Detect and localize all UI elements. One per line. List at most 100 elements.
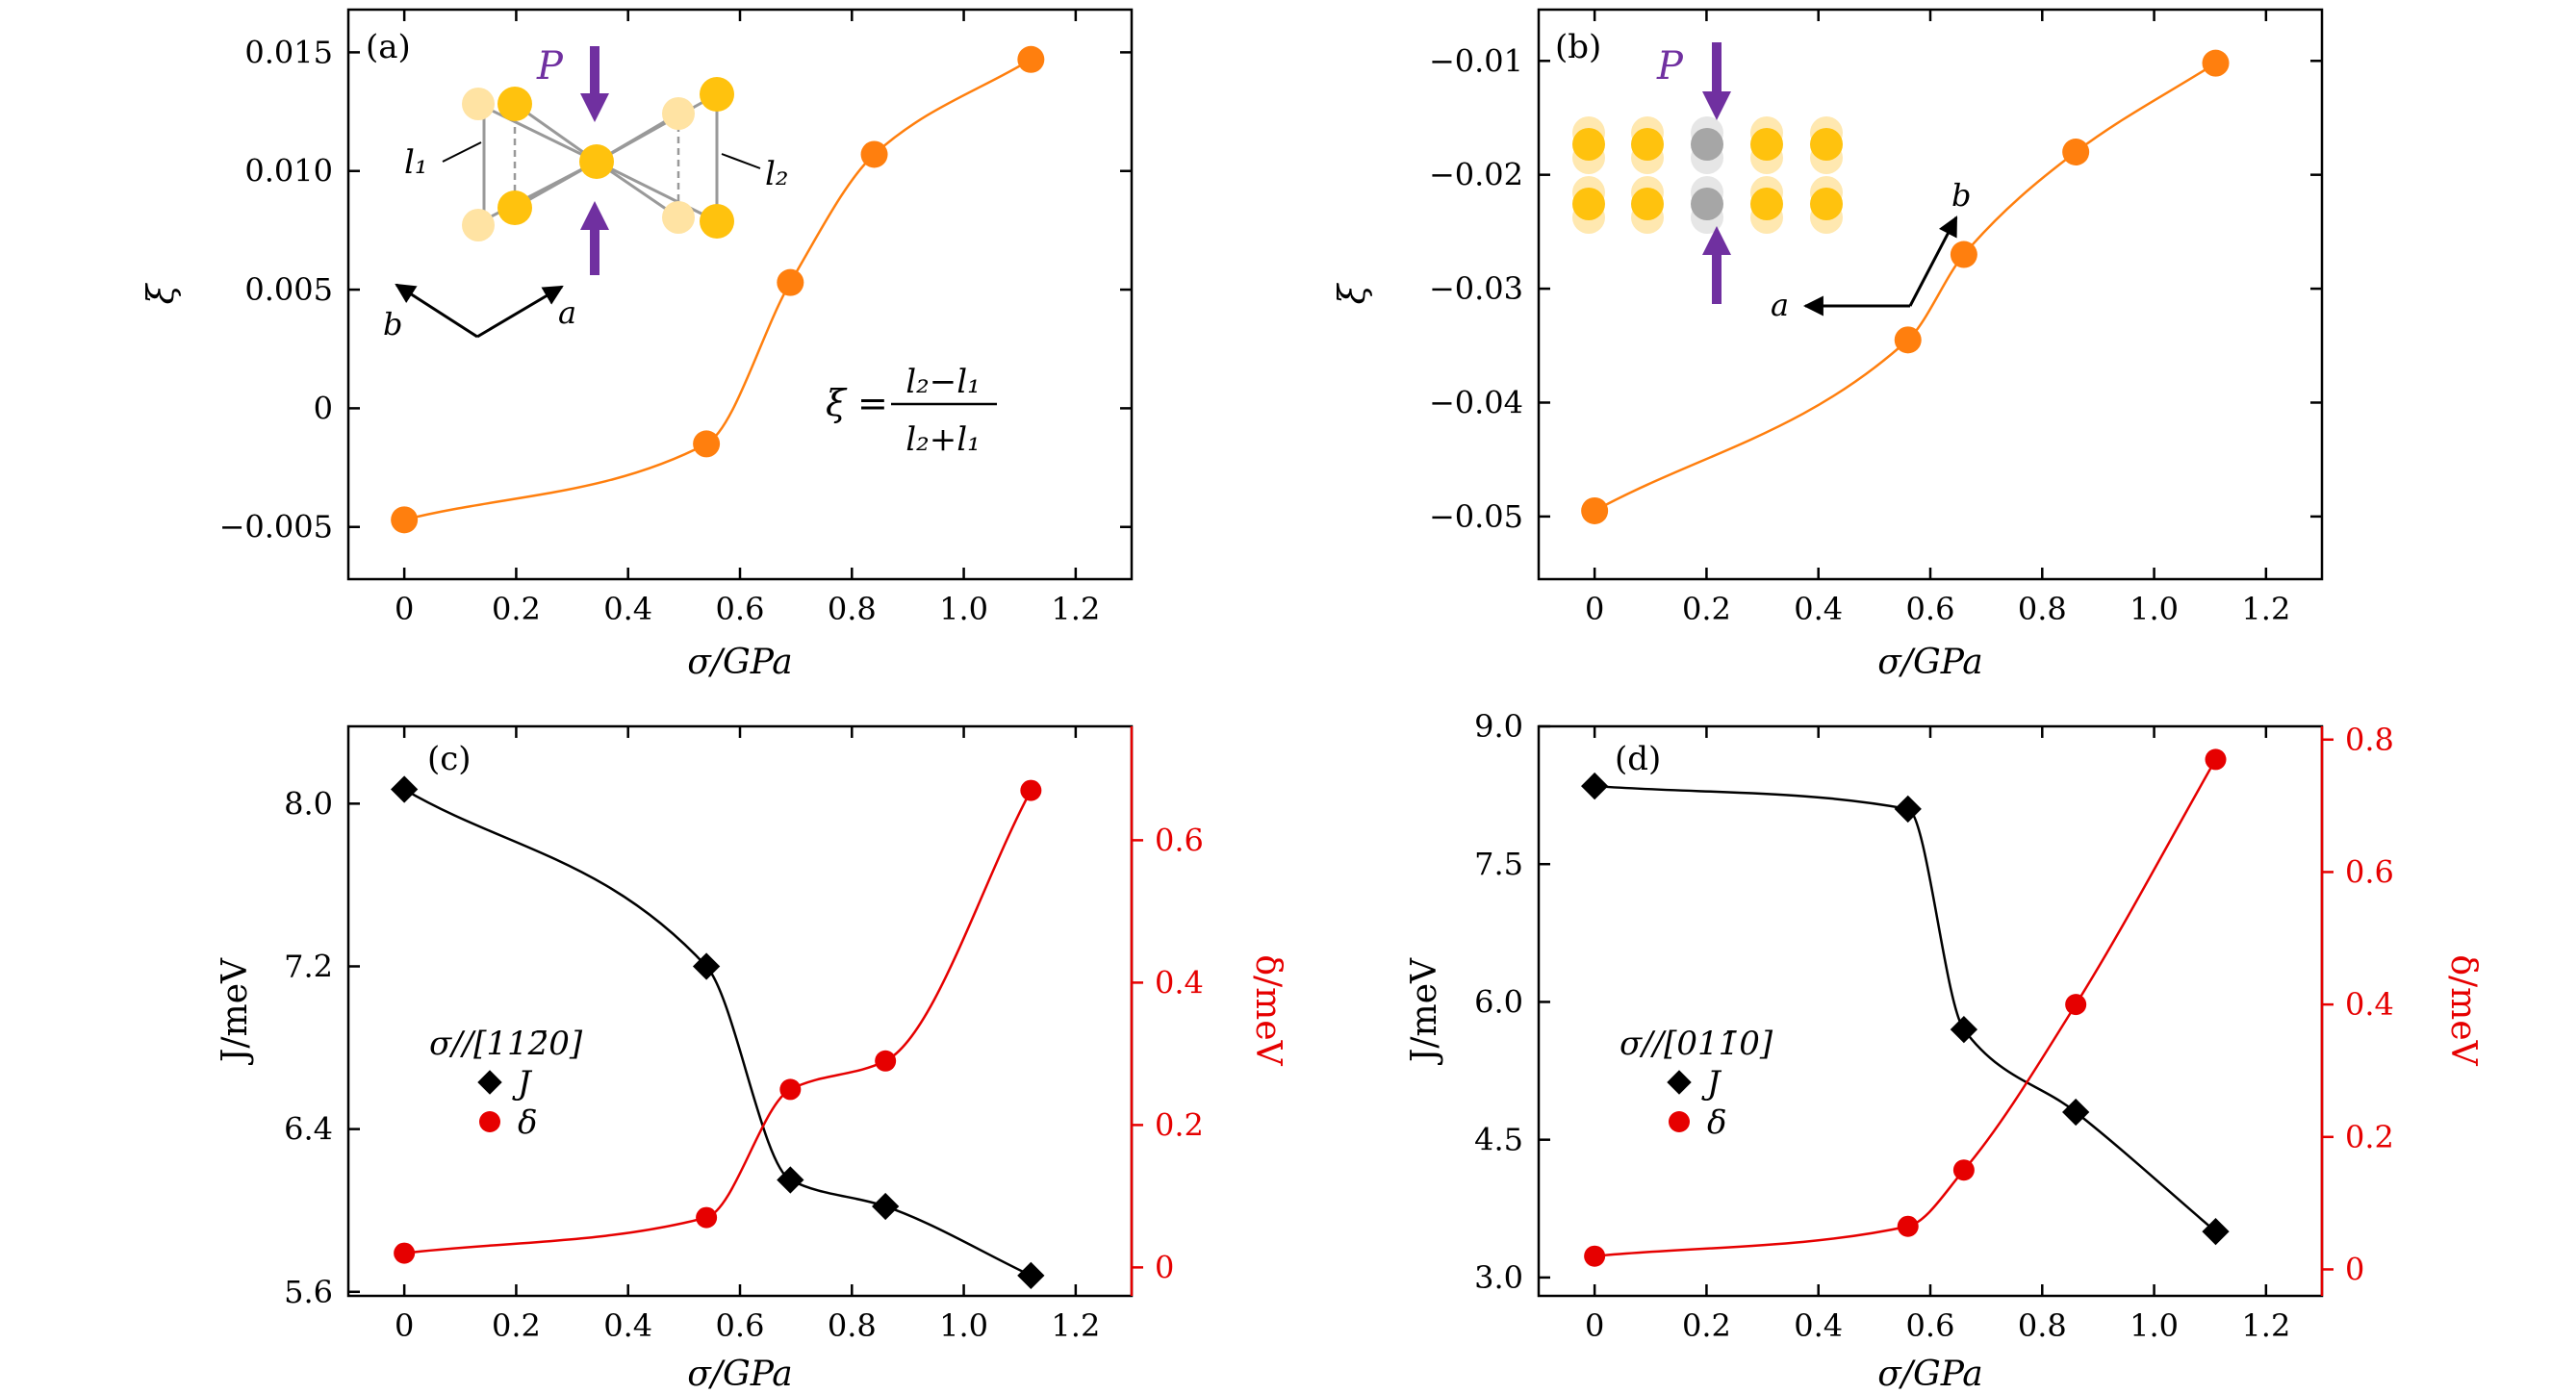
panel-d-y2label: δ/meV (2443, 954, 2483, 1066)
panel-a-formula: ξ = l₂−l₁ l₂+l₁ (826, 363, 997, 459)
data-point-delta (1020, 779, 1042, 801)
atom (700, 77, 734, 112)
panel-c-legend: σ//[112̄0] J δ (429, 1025, 583, 1142)
data-point-delta (1584, 1245, 1606, 1267)
data-point-xi (2062, 139, 2090, 165)
bond-line (477, 102, 598, 164)
x-tick-label: 0 (395, 591, 414, 627)
x-tick-label: 0.6 (716, 591, 765, 627)
panel-c-ylabel: J/meV (216, 957, 255, 1066)
atom (1810, 188, 1843, 220)
x-tick-label: 0.4 (603, 591, 652, 627)
axis-a-label: a (558, 294, 576, 331)
y2-tick-label: 0.8 (2345, 722, 2394, 758)
axis-a-label: a (1771, 287, 1789, 323)
legend-j-marker (477, 1070, 502, 1095)
y-tick-label: 4.5 (1474, 1122, 1523, 1158)
x-tick-label: 1.0 (2130, 591, 2179, 627)
atom-light (662, 201, 695, 234)
data-point-j (1581, 772, 1609, 800)
series-line-delta (403, 790, 1033, 1255)
atom (1750, 128, 1783, 161)
x-tick-label: 1.0 (2130, 1307, 2179, 1344)
panel-a-inset-structure: l₁ l₂ P b a (383, 44, 789, 342)
panel-a: 0 0.2 0.4 0.6 0.8 1.0 1.2 −0.005 0 0.005 0.010 0.0… (140, 8, 1134, 682)
data-point-delta (779, 1078, 802, 1101)
formula-denominator: l₂+l₁ (905, 420, 981, 459)
x-tick-label: 1.2 (1051, 591, 1100, 627)
panel-b-x-ticks: 0 0.2 0.4 0.6 0.8 1.0 1.2 (1585, 10, 2290, 627)
panel-b-series (1581, 49, 2230, 524)
atom (1810, 128, 1843, 161)
legend-title: σ//[112̄0] (429, 1025, 583, 1063)
y2-tick-label: 0.4 (1155, 964, 1204, 1001)
y-tick-label: 7.5 (1474, 846, 1523, 882)
l1-pointer (442, 141, 482, 163)
panel-a-label: (a) (366, 28, 411, 66)
legend-delta-marker (1669, 1111, 1690, 1132)
x-tick-label: 0.2 (1682, 591, 1731, 627)
atom (579, 144, 614, 179)
data-point-xi (1894, 326, 1922, 354)
atom-light (462, 88, 495, 120)
pressure-label: P (1656, 44, 1684, 89)
panel-b-label: (b) (1555, 28, 1601, 66)
x-tick-label: 0 (395, 1307, 414, 1344)
axis-b-arrow-icon (1908, 215, 1958, 307)
series-line-delta (1594, 758, 2217, 1257)
x-tick-label: 0.6 (1906, 591, 1955, 627)
legend-j-label: J (1701, 1064, 1722, 1103)
l2-pointer (721, 153, 761, 169)
atom-gray (1691, 128, 1723, 161)
y-tick-label: 0.010 (244, 153, 333, 190)
bond-line (596, 160, 718, 223)
atom (1572, 188, 1605, 220)
x-tick-label: 0.6 (716, 1307, 765, 1344)
x-tick-label: 1.2 (2241, 591, 2290, 627)
axis-a-arrow-icon (476, 285, 564, 339)
series-line-xi (1594, 62, 2217, 513)
y-tick-label: 6.4 (284, 1111, 333, 1148)
x-tick-label: 0.8 (2018, 1307, 2067, 1344)
panel-a-y-ticks: −0.005 0 0.005 0.010 0.015 (219, 34, 1132, 545)
panel-b-xlabel: σ/GPa (1877, 643, 1983, 682)
legend-delta-marker (479, 1111, 500, 1132)
data-point-j (872, 1192, 900, 1221)
y-tick-label: −0.03 (1429, 270, 1523, 307)
formula-lhs: ξ = (826, 382, 888, 424)
panel-d-legend: σ//[011̄0] J δ (1620, 1025, 1773, 1142)
l2-label: l₂ (765, 155, 789, 193)
data-point-delta (394, 1242, 416, 1264)
y2-tick-label: 0.6 (2345, 853, 2394, 890)
atom (497, 190, 532, 225)
axis-b-arrow-icon (395, 283, 478, 339)
y-tick-label: 0.005 (244, 271, 333, 308)
x-tick-label: 1.0 (939, 591, 988, 627)
l1-label: l₁ (404, 143, 428, 182)
panel-a-ylabel: ξ (140, 282, 182, 304)
legend-delta-label: δ (1707, 1103, 1726, 1142)
y2-tick-label: 0.4 (2345, 986, 2394, 1023)
atom (1631, 188, 1664, 220)
panel-b: 0 0.2 0.4 0.6 0.8 1.0 1.2 −0.05 −0.04 −0.03 −0.02… (1331, 8, 2324, 682)
series-line-xi (403, 58, 1032, 521)
panel-d-xlabel: σ/GPa (1877, 1355, 1983, 1394)
data-point-xi (391, 506, 419, 534)
panel-d-y2-ticks: 0 0.2 0.4 0.6 0.8 (2320, 722, 2394, 1296)
x-tick-label: 0.8 (828, 591, 877, 627)
y-tick-label: 7.2 (284, 948, 333, 984)
atom-light (662, 97, 695, 130)
data-point-j (2062, 1098, 2090, 1127)
panel-c-xlabel: σ/GPa (687, 1355, 793, 1394)
data-point-j (391, 775, 419, 803)
legend-title: σ//[011̄0] (1620, 1025, 1773, 1063)
panel-d-series (1581, 748, 2230, 1267)
atom (497, 87, 532, 121)
data-point-delta (696, 1206, 718, 1229)
y-tick-label: −0.01 (1429, 42, 1523, 79)
panel-c-x-ticks: 0 0.2 0.4 0.6 0.8 1.0 1.2 (395, 726, 1100, 1344)
series-line-j (1594, 784, 2217, 1233)
legend-j-label: J (512, 1064, 533, 1103)
y-tick-label: −0.005 (219, 509, 333, 545)
